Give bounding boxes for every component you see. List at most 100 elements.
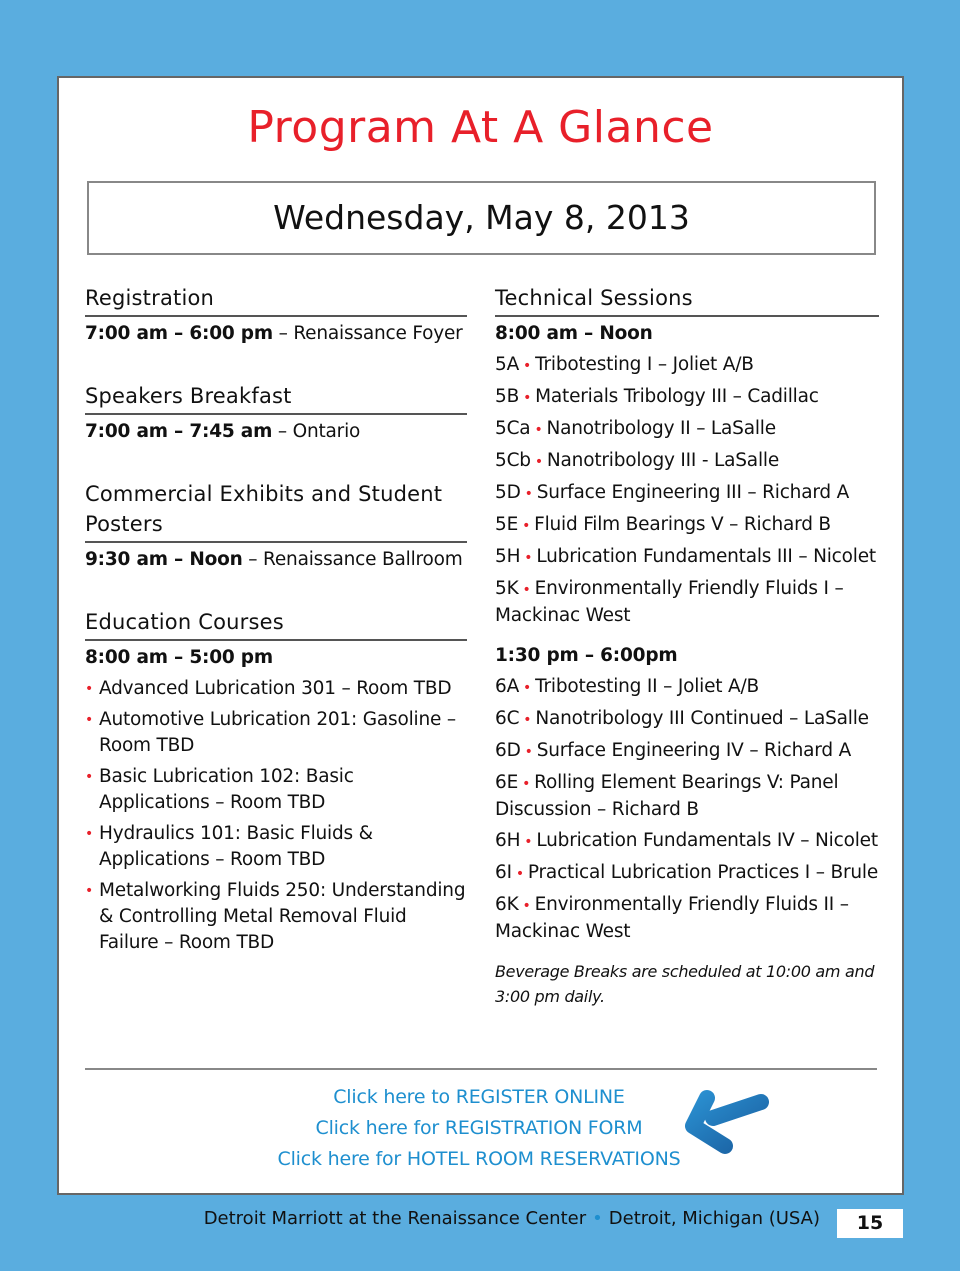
bullet-icon: • — [523, 680, 532, 696]
bullet-icon: • — [85, 826, 94, 842]
session-code: 6K — [495, 894, 519, 915]
bullet-icon: • — [524, 834, 533, 850]
session-text: Environmentally Friendly Fluids II – Mac… — [495, 894, 849, 942]
time: 8:00 am – Noon — [495, 323, 653, 344]
course-list: • Advanced Lubrication 301 – Room TBD • Aut… — [85, 676, 467, 956]
bullet-icon: • — [85, 883, 94, 899]
course-text: Automotive Lubrication 201: Gasoline – R… — [99, 709, 456, 756]
bullet-icon: • — [85, 769, 94, 785]
registration-form-link[interactable]: Click here for REGISTRATION FORM — [315, 1117, 643, 1139]
session-code: 5D — [495, 482, 521, 503]
divider — [85, 1068, 877, 1070]
session-code: 5B — [495, 386, 520, 407]
location: – Renaissance Ballroom — [242, 549, 463, 570]
location: – Ontario — [272, 421, 361, 442]
course-item: • Metalworking Fluids 250: Understanding … — [85, 878, 467, 956]
bullet-icon: • — [534, 454, 543, 470]
session-item: 5E • Fluid Film Bearings V – Richard B — [495, 512, 879, 539]
bullet-icon: • — [515, 866, 524, 882]
session-code: 6C — [495, 708, 520, 729]
session-code: 5A — [495, 354, 520, 375]
session-list: 5A • Tribotesting I – Joliet A/B 5B • Materia… — [495, 352, 879, 629]
session-text: Fluid Film Bearings V – Richard B — [534, 514, 831, 535]
course-item: • Hydraulics 101: Basic Fluids & Applicat… — [85, 821, 467, 873]
venue: Detroit Marriott at the Renaissance Cent… — [203, 1208, 587, 1229]
location: – Renaissance Foyer — [272, 323, 463, 344]
section-heading: Registration — [85, 283, 467, 317]
session-text: Nanotribology III Continued – LaSalle — [535, 708, 869, 729]
education-section: Education Courses 8:00 am – 5:00 pm • Adv… — [85, 607, 467, 956]
section-heading: Technical Sessions — [495, 283, 879, 317]
session-code: 6I — [495, 862, 512, 883]
session-code: 5K — [495, 578, 519, 599]
bullet-icon: • — [524, 744, 533, 760]
course-text: Hydraulics 101: Basic Fluids & Applicati… — [99, 823, 373, 870]
bullet-icon: • — [522, 898, 531, 914]
course-text: Metalworking Fluids 250: Understanding &… — [99, 880, 466, 953]
time: 7:00 am – 6:00 pm — [85, 323, 273, 344]
section-heading: Speakers Breakfast — [85, 381, 467, 415]
breakfast-section: Speakers Breakfast 7:00 am – 7:45 am – O… — [85, 381, 467, 445]
session-item: 6H • Lubrication Fundamentals IV – Nicolet — [495, 828, 879, 855]
time: 8:00 am – 5:00 pm — [85, 647, 273, 668]
section-heading: Commercial Exhibits and Student Posters — [85, 479, 467, 543]
session-text: Materials Tribology III – Cadillac — [535, 386, 819, 407]
session-item: 5B • Materials Tribology III – Cadillac — [495, 384, 879, 411]
session-code: 5Ca — [495, 418, 531, 439]
link-group: Click here to REGISTER ONLINE Click here… — [239, 1082, 719, 1175]
session-code: 6A — [495, 676, 520, 697]
register-online-link[interactable]: Click here to REGISTER ONLINE — [333, 1086, 625, 1108]
session-text: Tribotesting I – Joliet A/B — [535, 354, 754, 375]
bullet-icon: • — [524, 486, 533, 502]
session-item: 5Ca • Nanotribology II – LaSalle — [495, 416, 879, 443]
session-code: 5E — [495, 514, 519, 535]
exhibits-section: Commercial Exhibits and Student Posters … — [85, 479, 467, 573]
time: 7:00 am – 7:45 am — [85, 421, 273, 442]
bullet-icon: • — [85, 712, 94, 728]
bullet-icon: • — [522, 582, 531, 598]
bullet-icon: • — [523, 358, 532, 374]
bullet-icon: • — [522, 518, 531, 534]
session-text: Nanotribology II – LaSalle — [546, 418, 777, 439]
session-text: Tribotesting II – Joliet A/B — [535, 676, 759, 697]
beverage-note: Beverage Breaks are scheduled at 10:00 a… — [495, 962, 875, 1006]
page-title: Program At A Glance — [247, 102, 714, 153]
section-heading: Education Courses — [85, 607, 467, 641]
hotel-reservations-link[interactable]: Click here for HOTEL ROOM RESERVATIONS — [277, 1148, 681, 1170]
course-item: • Basic Lubrication 102: Basic Applicatio… — [85, 764, 467, 816]
session-text: Environmentally Friendly Fluids I – Mack… — [495, 578, 844, 626]
session-item: 5D • Surface Engineering III – Richard A — [495, 480, 879, 507]
bullet-icon: • — [523, 712, 532, 728]
session-item: 6K • Environmentally Friendly Fluids II – … — [495, 892, 879, 945]
arrow-left-icon — [685, 1090, 769, 1154]
session-text: Lubrication Fundamentals IV – Nicolet — [536, 830, 878, 851]
session-code: 6D — [495, 740, 521, 761]
session-item: 6D • Surface Engineering IV – Richard A — [495, 738, 879, 765]
session-item: 5H • Lubrication Fundamentals III – Nicole… — [495, 544, 879, 571]
session-text: Surface Engineering IV – Richard A — [536, 740, 852, 761]
session-code: 6E — [495, 772, 519, 793]
course-item: • Automotive Lubrication 201: Gasoline – … — [85, 707, 467, 759]
bullet-icon: • — [524, 550, 533, 566]
bullet-icon: • — [534, 422, 543, 438]
session-code: 5Cb — [495, 450, 531, 471]
right-column: Technical Sessions 8:00 am – Noon 5A • Tri… — [495, 283, 879, 1009]
course-item: • Advanced Lubrication 301 – Room TBD — [85, 676, 467, 702]
time: 9:30 am – Noon — [85, 549, 243, 570]
session-list: 6A • Tribotesting II – Joliet A/B 6C • Nanotr… — [495, 674, 879, 945]
session-item: 6A • Tribotesting II – Joliet A/B — [495, 674, 879, 701]
session-item: 6E • Rolling Element Bearings V: Panel Dis… — [495, 770, 879, 823]
separator: • — [592, 1208, 603, 1229]
program-page: Program At A Glance Wednesday, May 8, 20… — [57, 76, 904, 1195]
bullet-icon: • — [85, 681, 94, 697]
session-item: 5A • Tribotesting I – Joliet A/B — [495, 352, 879, 379]
session-code: 6H — [495, 830, 521, 851]
session-code: 5H — [495, 546, 521, 567]
footer: Detroit Marriott at the Renaissance Cent… — [0, 1208, 820, 1229]
session-item: 6C • Nanotribology III Continued – LaSalle — [495, 706, 879, 733]
session-text: Practical Lubrication Practices I – Brul… — [527, 862, 879, 883]
session-text: Rolling Element Bearings V: Panel Discus… — [495, 772, 839, 820]
registration-section: Registration 7:00 am – 6:00 pm – Renaiss… — [85, 283, 467, 347]
course-text: Advanced Lubrication 301 – Room TBD — [99, 678, 452, 699]
session-text: Surface Engineering III – Richard A — [536, 482, 850, 503]
